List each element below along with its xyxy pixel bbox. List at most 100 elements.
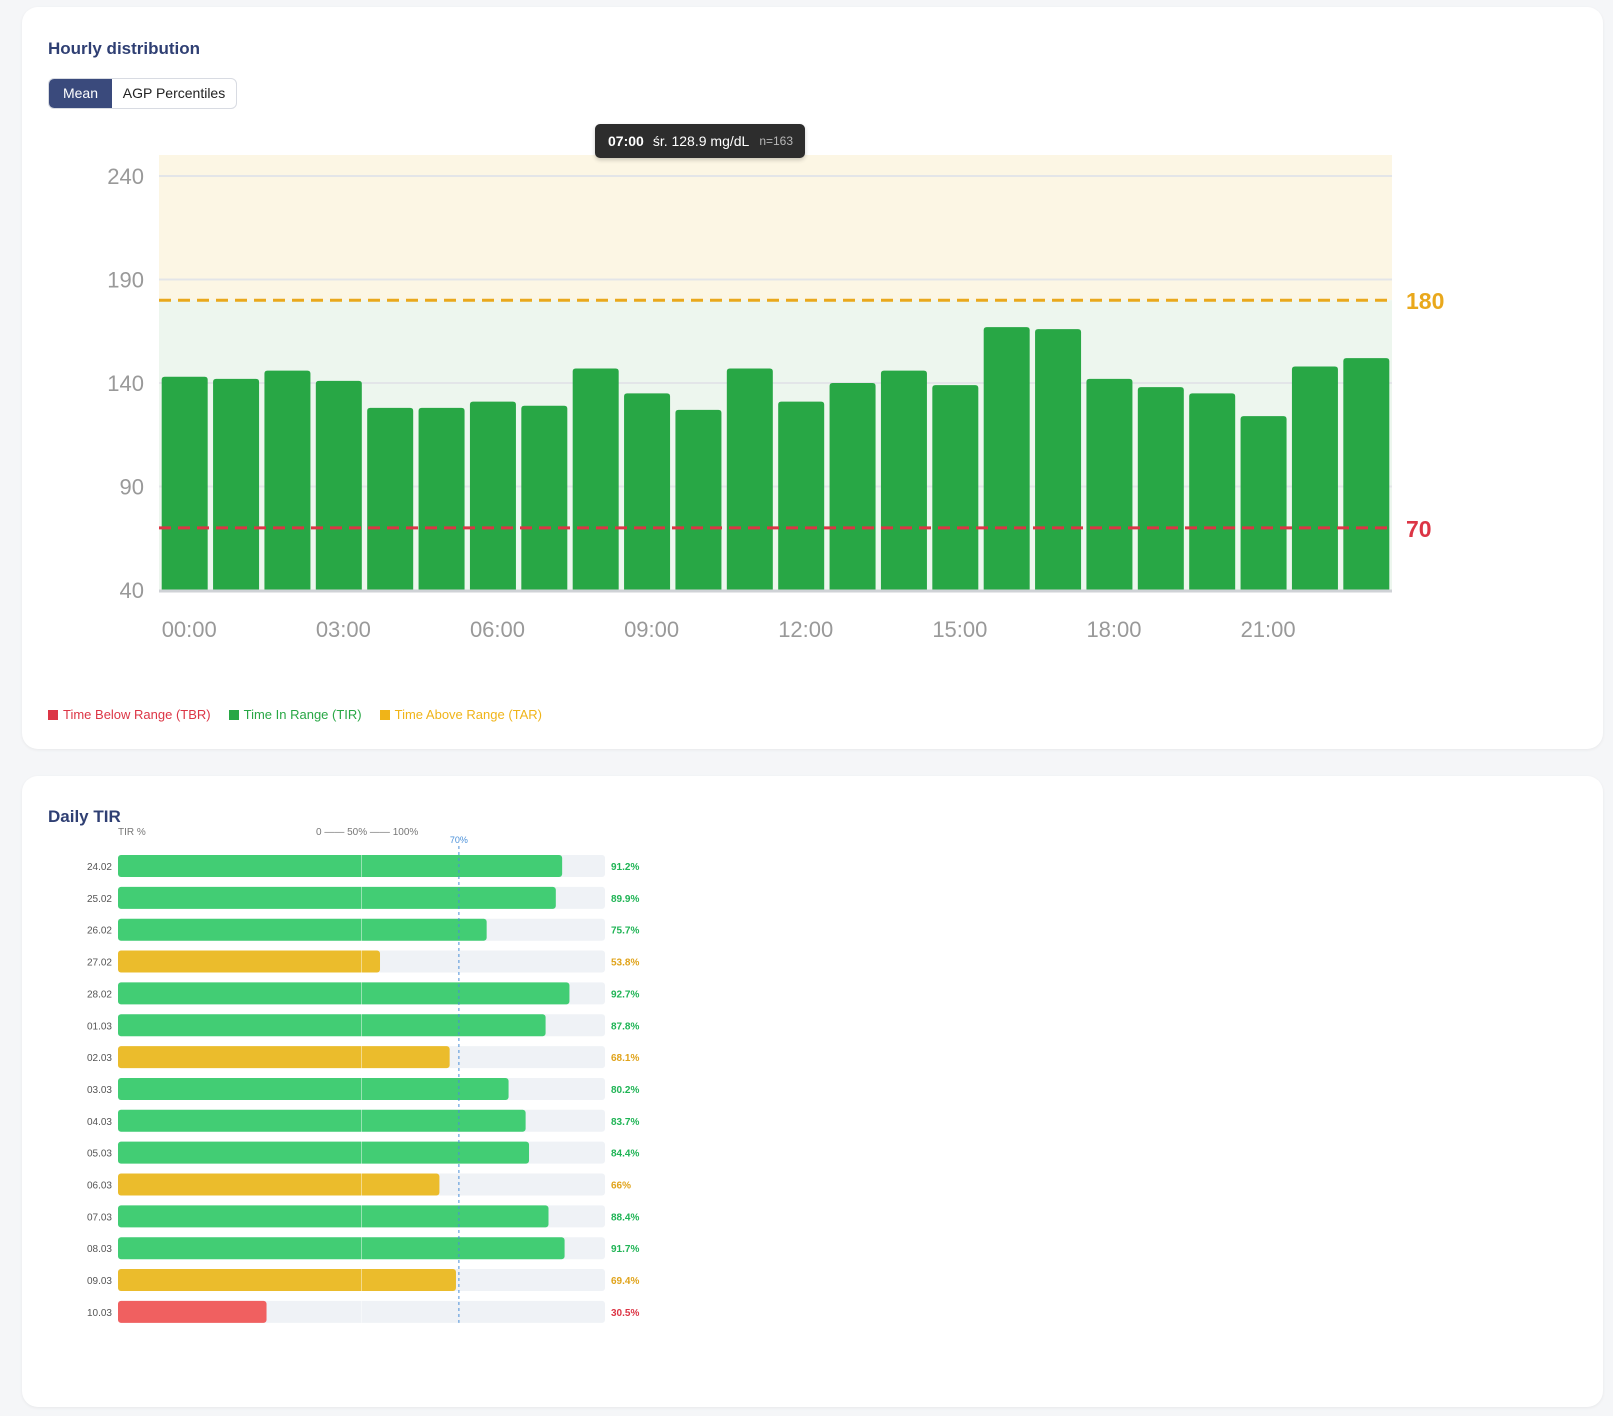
- hourly-bar: [829, 383, 876, 590]
- tir-bar: [118, 1109, 526, 1132]
- hourly-bar: [983, 327, 1030, 590]
- legend-swatch-tir: [228, 709, 239, 720]
- tir-value-label: 53.8%: [611, 958, 639, 969]
- tir-bar: [118, 886, 556, 909]
- legend-item-tir[interactable]: Time In Range (TIR): [228, 707, 362, 722]
- hourly-bar: [675, 409, 722, 590]
- row-date-label: 07.03: [87, 1212, 112, 1223]
- hourly-bar: [264, 370, 311, 590]
- hourly-bar: [1343, 358, 1390, 590]
- hourly-bar: [367, 407, 414, 590]
- hourly-bar: [1086, 378, 1133, 590]
- tir-value-label: 89.9%: [611, 894, 639, 905]
- daily-tir-chart: TIR % 0 —— 50% —— 100% 24.02 91.2% 25.02 89.9…: [87, 827, 639, 1323]
- legend-label-tir: Time In Range (TIR): [243, 707, 362, 722]
- y-tick-label: 140: [107, 371, 144, 396]
- row-date-label: 28.02: [87, 989, 112, 1000]
- tir-value-label: 69.4%: [611, 1276, 639, 1287]
- hourly-bar: [932, 385, 979, 590]
- x-tick-label: 00:00: [162, 617, 217, 642]
- row-date-label: 24.02: [87, 862, 112, 873]
- tir-bar: [118, 918, 487, 941]
- hourly-bar: [572, 368, 619, 590]
- tir-bar: [118, 855, 563, 877]
- row-date-label: 10.03: [87, 1308, 112, 1319]
- hourly-title: Hourly distribution: [48, 39, 201, 58]
- x-tick-label: 06:00: [470, 617, 525, 642]
- tir-bar: [118, 1046, 450, 1069]
- tir-bar: [118, 1269, 456, 1292]
- toggle-agp-percentiles-button[interactable]: AGP Percentiles: [122, 85, 226, 101]
- daily-tir-card: Daily TIR TIR % 0 —— 50% —— 100% 24.02 91.2…: [22, 776, 1603, 1407]
- chart-legend: Time Below Range (TBR) Time In Range (TI…: [48, 707, 542, 722]
- tir-bar: [118, 1077, 509, 1100]
- legend-item-tar[interactable]: Time Above Range (TAR): [379, 707, 543, 722]
- hourly-bar: [778, 401, 825, 590]
- daily-title: Daily TIR: [48, 807, 121, 826]
- hourly-bar-chart: 40 90 140 190 240 180 70 00:00 03:00 06:00 09:00 12…: [107, 155, 1444, 642]
- x-tick-label: 09:00: [624, 617, 679, 642]
- x-tick-label: 03:00: [316, 617, 371, 642]
- hourly-bar: [1189, 393, 1236, 590]
- tir-bar: [118, 950, 381, 973]
- tir-value-label: 66%: [611, 1181, 631, 1192]
- hourly-bar: [315, 380, 362, 590]
- row-date-label: 05.03: [87, 1149, 112, 1160]
- row-date-label: 04.03: [87, 1117, 112, 1128]
- tooltip-hour: 07:00: [608, 133, 644, 149]
- tir-value-label: 84.4%: [611, 1149, 639, 1160]
- tir-value-label: 91.2%: [611, 862, 639, 873]
- target-label: 70%: [450, 835, 468, 845]
- hourly-bar: [418, 407, 465, 590]
- row-date-label: 25.02: [87, 894, 112, 905]
- hourly-bar: [1240, 416, 1287, 590]
- legend-label-tbr: Time Below Range (TBR): [63, 707, 211, 722]
- hourly-bar: [469, 401, 516, 590]
- tooltip-value: śr. 128.9 mg/dL: [652, 133, 750, 149]
- y-tick-label: 240: [107, 164, 144, 189]
- y-tick-label: 90: [120, 475, 144, 500]
- hourly-bar: [161, 376, 208, 590]
- tir-bar: [118, 1173, 440, 1196]
- tir-value-label: 92.7%: [611, 989, 639, 1000]
- tir-bar: [118, 1014, 546, 1037]
- hourly-distribution-card: Hourly distribution Mean AGP Percentiles…: [22, 7, 1603, 749]
- row-date-label: 02.03: [87, 1053, 112, 1064]
- x-tick-label: 12:00: [778, 617, 833, 642]
- hourly-bar: [1291, 366, 1338, 590]
- low-threshold-label: 70: [1406, 516, 1432, 542]
- view-toggle: Mean AGP Percentiles: [48, 78, 237, 109]
- row-date-label: 09.03: [87, 1276, 112, 1287]
- tir-value-label: 87.8%: [611, 1021, 639, 1032]
- hourly-bar: [880, 370, 927, 590]
- tir-value-label: 91.7%: [611, 1244, 639, 1255]
- legend-swatch-tbr: [48, 709, 58, 720]
- target-range-band: [159, 300, 1392, 590]
- tir-bar: [118, 982, 570, 1005]
- tir-bar: [118, 1237, 565, 1260]
- y-tick-label: 190: [107, 268, 144, 293]
- legend-item-tbr[interactable]: Time Below Range (TBR): [48, 707, 211, 722]
- hourly-bar: [726, 368, 773, 590]
- high-threshold-label: 180: [1406, 288, 1444, 314]
- tir-value-label: 88.4%: [611, 1212, 639, 1223]
- legend-label-tar: Time Above Range (TAR): [394, 707, 543, 722]
- tir-bar: [118, 1205, 549, 1228]
- row-date-label: 26.02: [87, 926, 112, 937]
- row-date-label: 27.02: [87, 958, 112, 969]
- row-date-label: 01.03: [87, 1021, 112, 1032]
- row-date-label: 06.03: [87, 1181, 112, 1192]
- toggle-mean-button[interactable]: Mean: [49, 79, 112, 108]
- hourly-bar: [213, 378, 260, 590]
- tooltip-count: n=163: [759, 134, 794, 148]
- x-tick-label: 18:00: [1086, 617, 1141, 642]
- scale-legend: 0 —— 50% —— 100%: [316, 827, 418, 838]
- tir-value-label: 68.1%: [611, 1053, 639, 1064]
- legend-swatch-tar: [379, 709, 390, 720]
- hourly-bar: [1035, 329, 1082, 590]
- tir-bar: [118, 1300, 267, 1323]
- tir-axis-header: TIR %: [118, 827, 146, 838]
- tir-value-label: 30.5%: [611, 1308, 639, 1319]
- high-range-band: [159, 155, 1392, 301]
- y-tick-label: 40: [120, 578, 144, 603]
